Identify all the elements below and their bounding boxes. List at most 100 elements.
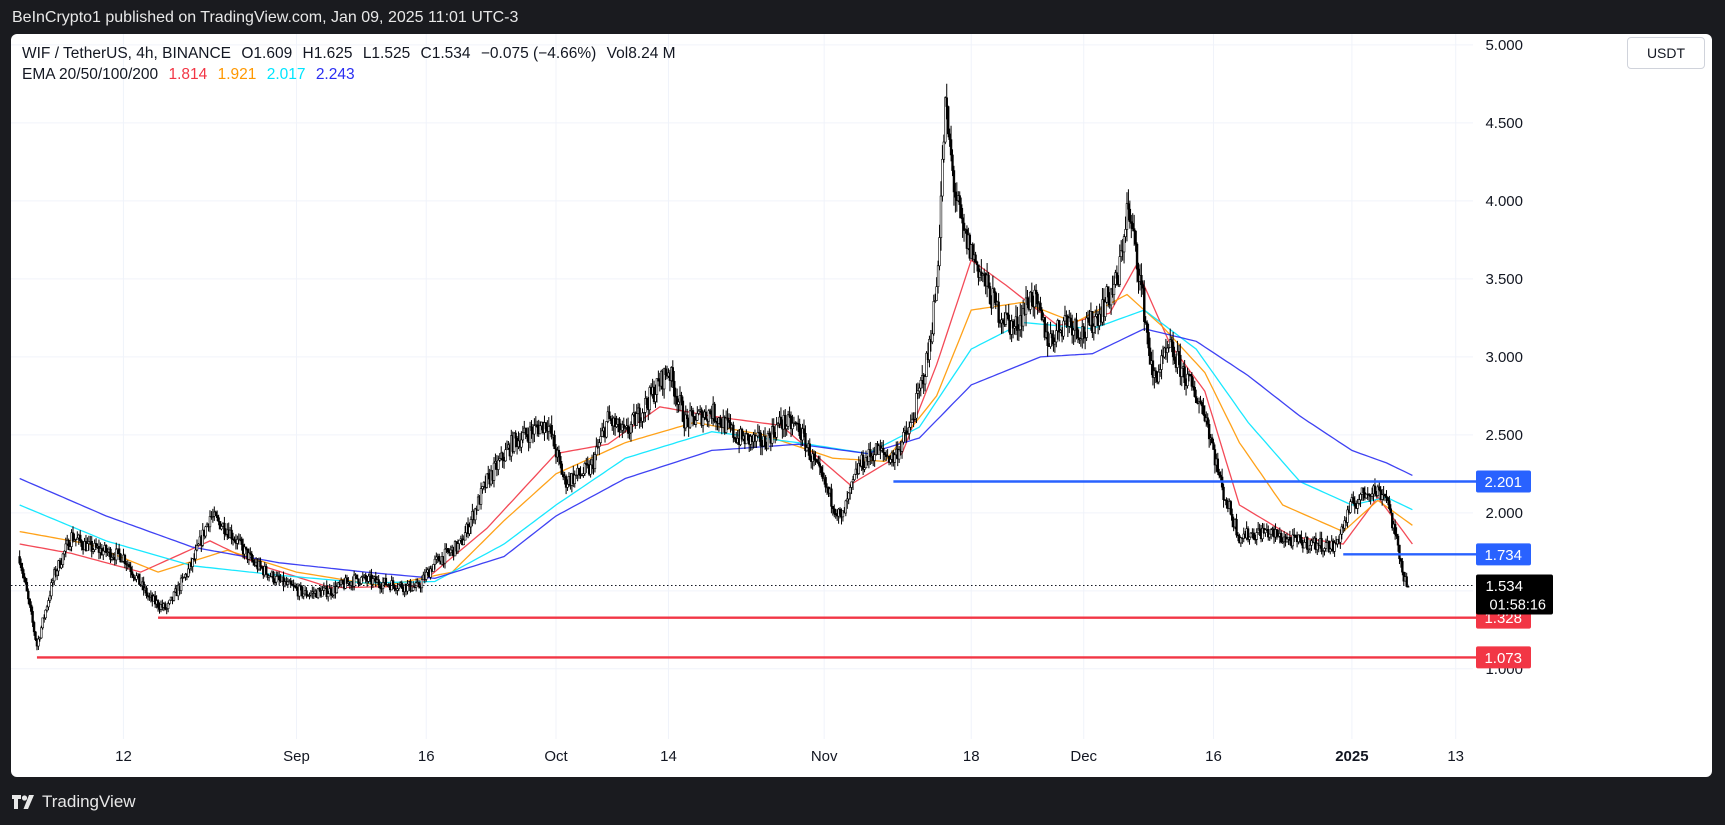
candle-body	[935, 286, 938, 301]
candle-body	[417, 582, 421, 588]
candle-body	[798, 423, 801, 437]
candle-body	[688, 410, 692, 428]
candle-body	[497, 459, 500, 470]
candle-body	[949, 139, 953, 156]
candle-body	[1124, 229, 1127, 237]
candle-body	[801, 428, 804, 441]
candle-body	[414, 582, 418, 588]
candle-body	[1264, 529, 1267, 533]
candle-body	[1033, 289, 1036, 308]
candle-body	[997, 301, 1000, 323]
candle-body	[1252, 532, 1256, 540]
candle-body	[1320, 538, 1323, 553]
candle-body	[622, 424, 625, 429]
candle-body	[1294, 534, 1297, 538]
candle-body	[1212, 442, 1215, 450]
footer: TradingView	[0, 777, 1725, 825]
candle-body	[67, 539, 70, 550]
candle-body	[977, 264, 980, 278]
currency-button[interactable]: USDT	[1627, 37, 1705, 69]
ema-label[interactable]: EMA 20/50/100/200	[22, 66, 159, 83]
candle-body	[655, 378, 659, 395]
candle-body	[1285, 538, 1289, 543]
candle-body	[1024, 297, 1028, 315]
candle-body	[396, 588, 399, 591]
candle-body	[993, 288, 996, 294]
x-tick-label: 16	[418, 748, 435, 765]
candle-body	[80, 540, 83, 547]
candle-body	[273, 581, 277, 584]
candle-body	[574, 474, 578, 477]
price-chart[interactable]: 1.0001.5002.0002.5003.0003.5004.0004.500…	[11, 34, 1712, 777]
candle-body	[244, 546, 248, 550]
candle-body	[1308, 544, 1312, 550]
candle-body	[504, 449, 507, 462]
candle-body	[884, 454, 888, 457]
candle-body	[250, 553, 253, 561]
candle-body	[1401, 560, 1404, 573]
candle-body	[600, 430, 604, 437]
candle-body	[458, 539, 461, 544]
candle-body	[31, 611, 34, 623]
candle-body	[724, 417, 728, 433]
candle-body	[1267, 528, 1270, 538]
candle-body	[25, 582, 29, 592]
candle-body	[275, 575, 278, 583]
candle-body	[815, 459, 819, 463]
candle-body	[820, 466, 823, 473]
ema50-value: 1.921	[217, 66, 257, 83]
candle-body	[166, 603, 170, 609]
candle-body	[905, 430, 908, 435]
candle-body	[642, 412, 646, 414]
candle-body	[824, 477, 827, 488]
candle-body	[231, 538, 235, 541]
candle-body	[959, 204, 963, 219]
chart-panel[interactable]: 1.0001.5002.0002.5003.0003.5004.0004.500…	[11, 34, 1712, 777]
candle-body	[102, 550, 105, 556]
current-price-tag	[1476, 574, 1553, 615]
open-value: O1.609	[241, 45, 293, 62]
candle-body	[631, 414, 634, 425]
candle-body	[987, 274, 990, 287]
candle-body	[208, 516, 212, 528]
symbol-label[interactable]: WIF / TetherUS, 4h, BINANCE	[22, 45, 232, 62]
candle-body	[677, 401, 680, 405]
x-tick-label: Sep	[283, 748, 310, 765]
candle-body	[104, 545, 108, 553]
candle-body	[691, 410, 695, 417]
candle-body	[220, 526, 223, 530]
candle-body	[1343, 520, 1346, 529]
candle-body	[883, 452, 886, 456]
candle-body	[243, 546, 246, 555]
candle-body	[628, 432, 631, 435]
candle-body	[1310, 540, 1313, 546]
candle-body	[425, 571, 428, 580]
candle-body	[1140, 275, 1143, 285]
candle-body	[1144, 321, 1147, 324]
level-lines	[11, 480, 1479, 659]
x-tick-label: 12	[115, 748, 132, 765]
candle-body	[164, 603, 167, 610]
candle-body	[946, 106, 950, 135]
candle-body	[1222, 486, 1225, 500]
candle-body	[846, 498, 849, 502]
candle-body	[931, 333, 934, 343]
candle-body	[1218, 471, 1221, 476]
candle-body	[153, 595, 157, 605]
candle-body	[1248, 536, 1251, 540]
candle-body	[1277, 536, 1280, 538]
candle-body	[1076, 329, 1080, 339]
candle-body	[1395, 533, 1398, 537]
candle-body	[432, 564, 435, 572]
resistance-level-label: 2.201	[1484, 474, 1522, 491]
candle-body	[694, 420, 698, 425]
tradingview-logo[interactable]: TradingView	[12, 792, 136, 812]
candle-body	[980, 271, 983, 276]
candle-body	[87, 541, 91, 544]
tradingview-brand: TradingView	[42, 792, 136, 811]
candle-body	[1173, 356, 1176, 361]
candle-body	[830, 488, 833, 507]
y-tick-label: 5.000	[1485, 37, 1523, 54]
candle-body	[514, 432, 517, 439]
candle-body	[156, 600, 160, 608]
